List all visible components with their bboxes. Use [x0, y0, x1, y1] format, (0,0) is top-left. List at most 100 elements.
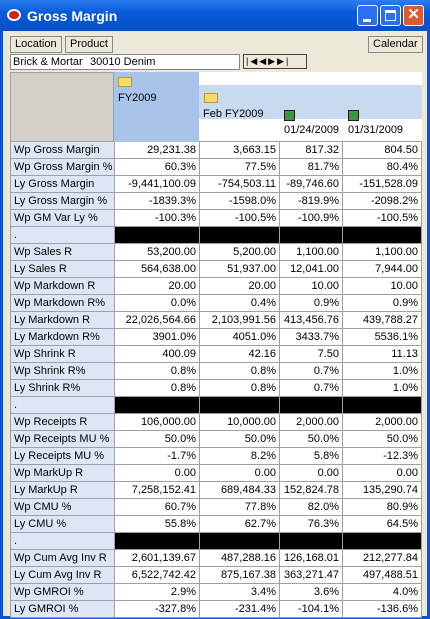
separator-cell — [200, 227, 280, 244]
value-cell: -754,503.11 — [200, 176, 280, 193]
value-cell: 413,456.76 — [280, 312, 343, 329]
value-cell: 3.4% — [200, 584, 280, 601]
value-cell: 55.8% — [115, 516, 200, 533]
separator-cell — [280, 397, 343, 414]
value-cell: 10.00 — [343, 278, 422, 295]
filter-bar — [10, 54, 240, 70]
value-cell: 0.00 — [115, 465, 200, 482]
value-cell: 60.7% — [115, 499, 200, 516]
value-cell: 82.0% — [280, 499, 343, 516]
value-cell: 875,167.38 — [200, 567, 280, 584]
separator-cell — [200, 533, 280, 550]
separator-cell — [343, 227, 422, 244]
separator-cell — [280, 227, 343, 244]
header-corner — [10, 72, 114, 142]
folder-icon — [118, 77, 132, 87]
value-cell: 0.00 — [343, 465, 422, 482]
value-cell: 51,937.00 — [200, 261, 280, 278]
value-cell: 106,000.00 — [115, 414, 200, 431]
value-cell: -1598.0% — [200, 193, 280, 210]
value-cell: 50.0% — [115, 431, 200, 448]
value-cell: -100.5% — [200, 210, 280, 227]
value-cell: 6,522,742.42 — [115, 567, 200, 584]
value-cell: 76.3% — [280, 516, 343, 533]
row-label: Ly Sales R — [11, 261, 115, 278]
value-cell: 0.7% — [280, 380, 343, 397]
app-icon — [7, 9, 21, 21]
value-cell: -100.5% — [343, 210, 422, 227]
value-cell: -819.9% — [280, 193, 343, 210]
column-header: FY2009 — [118, 92, 157, 104]
row-label: Wp GM Var Ly % — [11, 210, 115, 227]
value-cell: 0.00 — [280, 465, 343, 482]
value-cell: 2.9% — [115, 584, 200, 601]
value-cell: 12,041.00 — [280, 261, 343, 278]
value-cell: 2,601,139.67 — [115, 550, 200, 567]
value-cell: 564,638.00 — [115, 261, 200, 278]
maximize-button[interactable] — [380, 5, 401, 26]
value-cell: 363,271.47 — [280, 567, 343, 584]
value-cell: -104.1% — [280, 601, 343, 618]
value-cell: -1839.3% — [115, 193, 200, 210]
value-cell: 4.0% — [343, 584, 422, 601]
value-cell: 0.9% — [343, 295, 422, 312]
row-label: Wp Receipts R — [11, 414, 115, 431]
product-button[interactable]: Product — [65, 36, 113, 53]
value-cell: 0.8% — [115, 363, 200, 380]
value-cell: 0.7% — [280, 363, 343, 380]
separator-cell — [343, 533, 422, 550]
value-cell: 0.4% — [200, 295, 280, 312]
row-label: Ly Receipts MU % — [11, 448, 115, 465]
row-label: Ly Markdown R — [11, 312, 115, 329]
table: Wp Gross Margin 29,231.38 3,663.15 817.32 80… — [10, 142, 422, 618]
value-cell: 80.4% — [343, 159, 422, 176]
value-cell: -89,746.60 — [280, 176, 343, 193]
row-label: Wp Gross Margin — [11, 142, 115, 159]
row-label: . — [11, 227, 115, 244]
value-cell: 0.8% — [200, 363, 280, 380]
value-cell: -327.8% — [115, 601, 200, 618]
value-cell: 22,026,564.66 — [115, 312, 200, 329]
value-cell: 50.0% — [200, 431, 280, 448]
value-cell: 80.9% — [343, 499, 422, 516]
week-icon — [348, 110, 359, 121]
value-cell: 0.0% — [115, 295, 200, 312]
value-cell: 8.2% — [200, 448, 280, 465]
row-label: Wp Cum Avg Inv R — [11, 550, 115, 567]
row-label: Ly Markdown R% — [11, 329, 115, 346]
value-cell: 1,100.00 — [280, 244, 343, 261]
value-cell: -2098.2% — [343, 193, 422, 210]
row-label: Ly Cum Avg Inv R — [11, 567, 115, 584]
separator-cell — [115, 397, 200, 414]
week-icon — [284, 110, 295, 121]
value-cell: 400.09 — [115, 346, 200, 363]
value-cell: 439,788.27 — [343, 312, 422, 329]
value-cell: 689,484.33 — [200, 482, 280, 499]
header-feb — [199, 85, 422, 119]
separator-cell — [115, 227, 200, 244]
value-cell: 29,231.38 — [115, 142, 200, 159]
value-cell: 50.0% — [343, 431, 422, 448]
calendar-button[interactable]: Calendar — [368, 36, 423, 53]
value-cell: 10,000.00 — [200, 414, 280, 431]
value-cell: 0.8% — [115, 380, 200, 397]
value-cell: -100.9% — [280, 210, 343, 227]
minimize-button[interactable] — [357, 5, 378, 26]
row-label: Wp Markdown R% — [11, 295, 115, 312]
value-cell: 212,277.84 — [343, 550, 422, 567]
value-cell: 7,944.00 — [343, 261, 422, 278]
value-cell: 62.7% — [200, 516, 280, 533]
value-cell: 3.6% — [280, 584, 343, 601]
value-cell: 5.8% — [280, 448, 343, 465]
row-label: Ly Gross Margin % — [11, 193, 115, 210]
window-title: Gross Margin — [27, 8, 118, 24]
value-cell: 5,200.00 — [200, 244, 280, 261]
nav-buttons[interactable]: |◀◀▶▶| — [243, 54, 307, 69]
close-button[interactable]: ✕ — [403, 5, 424, 26]
filter-product: 30010 Denim — [90, 56, 156, 68]
filter-location: Brick & Mortar — [13, 56, 83, 68]
value-cell: 1.0% — [343, 363, 422, 380]
location-button[interactable]: Location — [10, 36, 62, 53]
value-cell: 42.16 — [200, 346, 280, 363]
value-cell: 3433.7% — [280, 329, 343, 346]
